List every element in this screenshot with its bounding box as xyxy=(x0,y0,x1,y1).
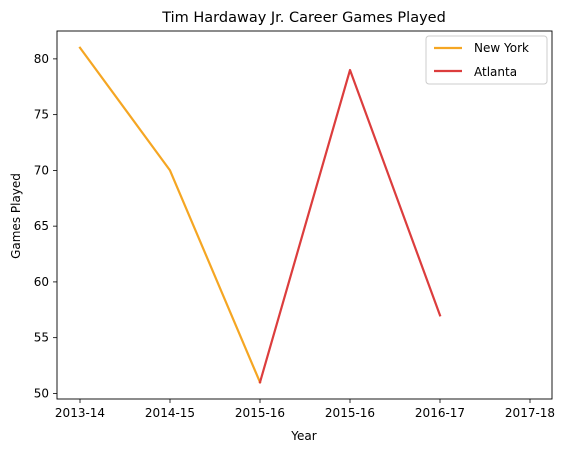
x-tick-label: 2016-17 xyxy=(415,406,465,420)
series-line-atlanta xyxy=(258,68,442,384)
y-tick-label: 50 xyxy=(34,386,49,400)
plot-frame xyxy=(56,30,553,400)
x-tick-label: 2014-15 xyxy=(145,406,195,420)
axis-ticks: 2013-14 2014-15 2015-16 2015-16 2016-17 2017-… xyxy=(34,52,555,420)
series-line-new-york xyxy=(78,46,262,384)
y-axis-label: Games Played xyxy=(9,173,23,259)
chart-title: Tim Hardaway Jr. Career Games Played xyxy=(161,10,446,26)
legend: New York Atlanta xyxy=(425,35,548,85)
legend-label-new-york: New York xyxy=(474,41,529,55)
x-axis-label: Year xyxy=(290,429,316,443)
y-tick-label: 65 xyxy=(34,219,49,233)
y-tick-label: 70 xyxy=(34,163,49,177)
x-tick-label: 2015-16 xyxy=(235,406,285,420)
y-tick-label: 75 xyxy=(34,108,49,122)
y-tick-label: 55 xyxy=(34,331,49,345)
x-tick-label: 2017-18 xyxy=(505,406,555,420)
y-tick-label: 80 xyxy=(34,52,49,66)
x-tick-label: 2015-16 xyxy=(325,406,375,420)
x-tick-label: 2013-14 xyxy=(55,406,105,420)
series-layer xyxy=(78,46,442,384)
y-tick-label: 60 xyxy=(34,275,49,289)
legend-label-atlanta: Atlanta xyxy=(474,65,517,79)
